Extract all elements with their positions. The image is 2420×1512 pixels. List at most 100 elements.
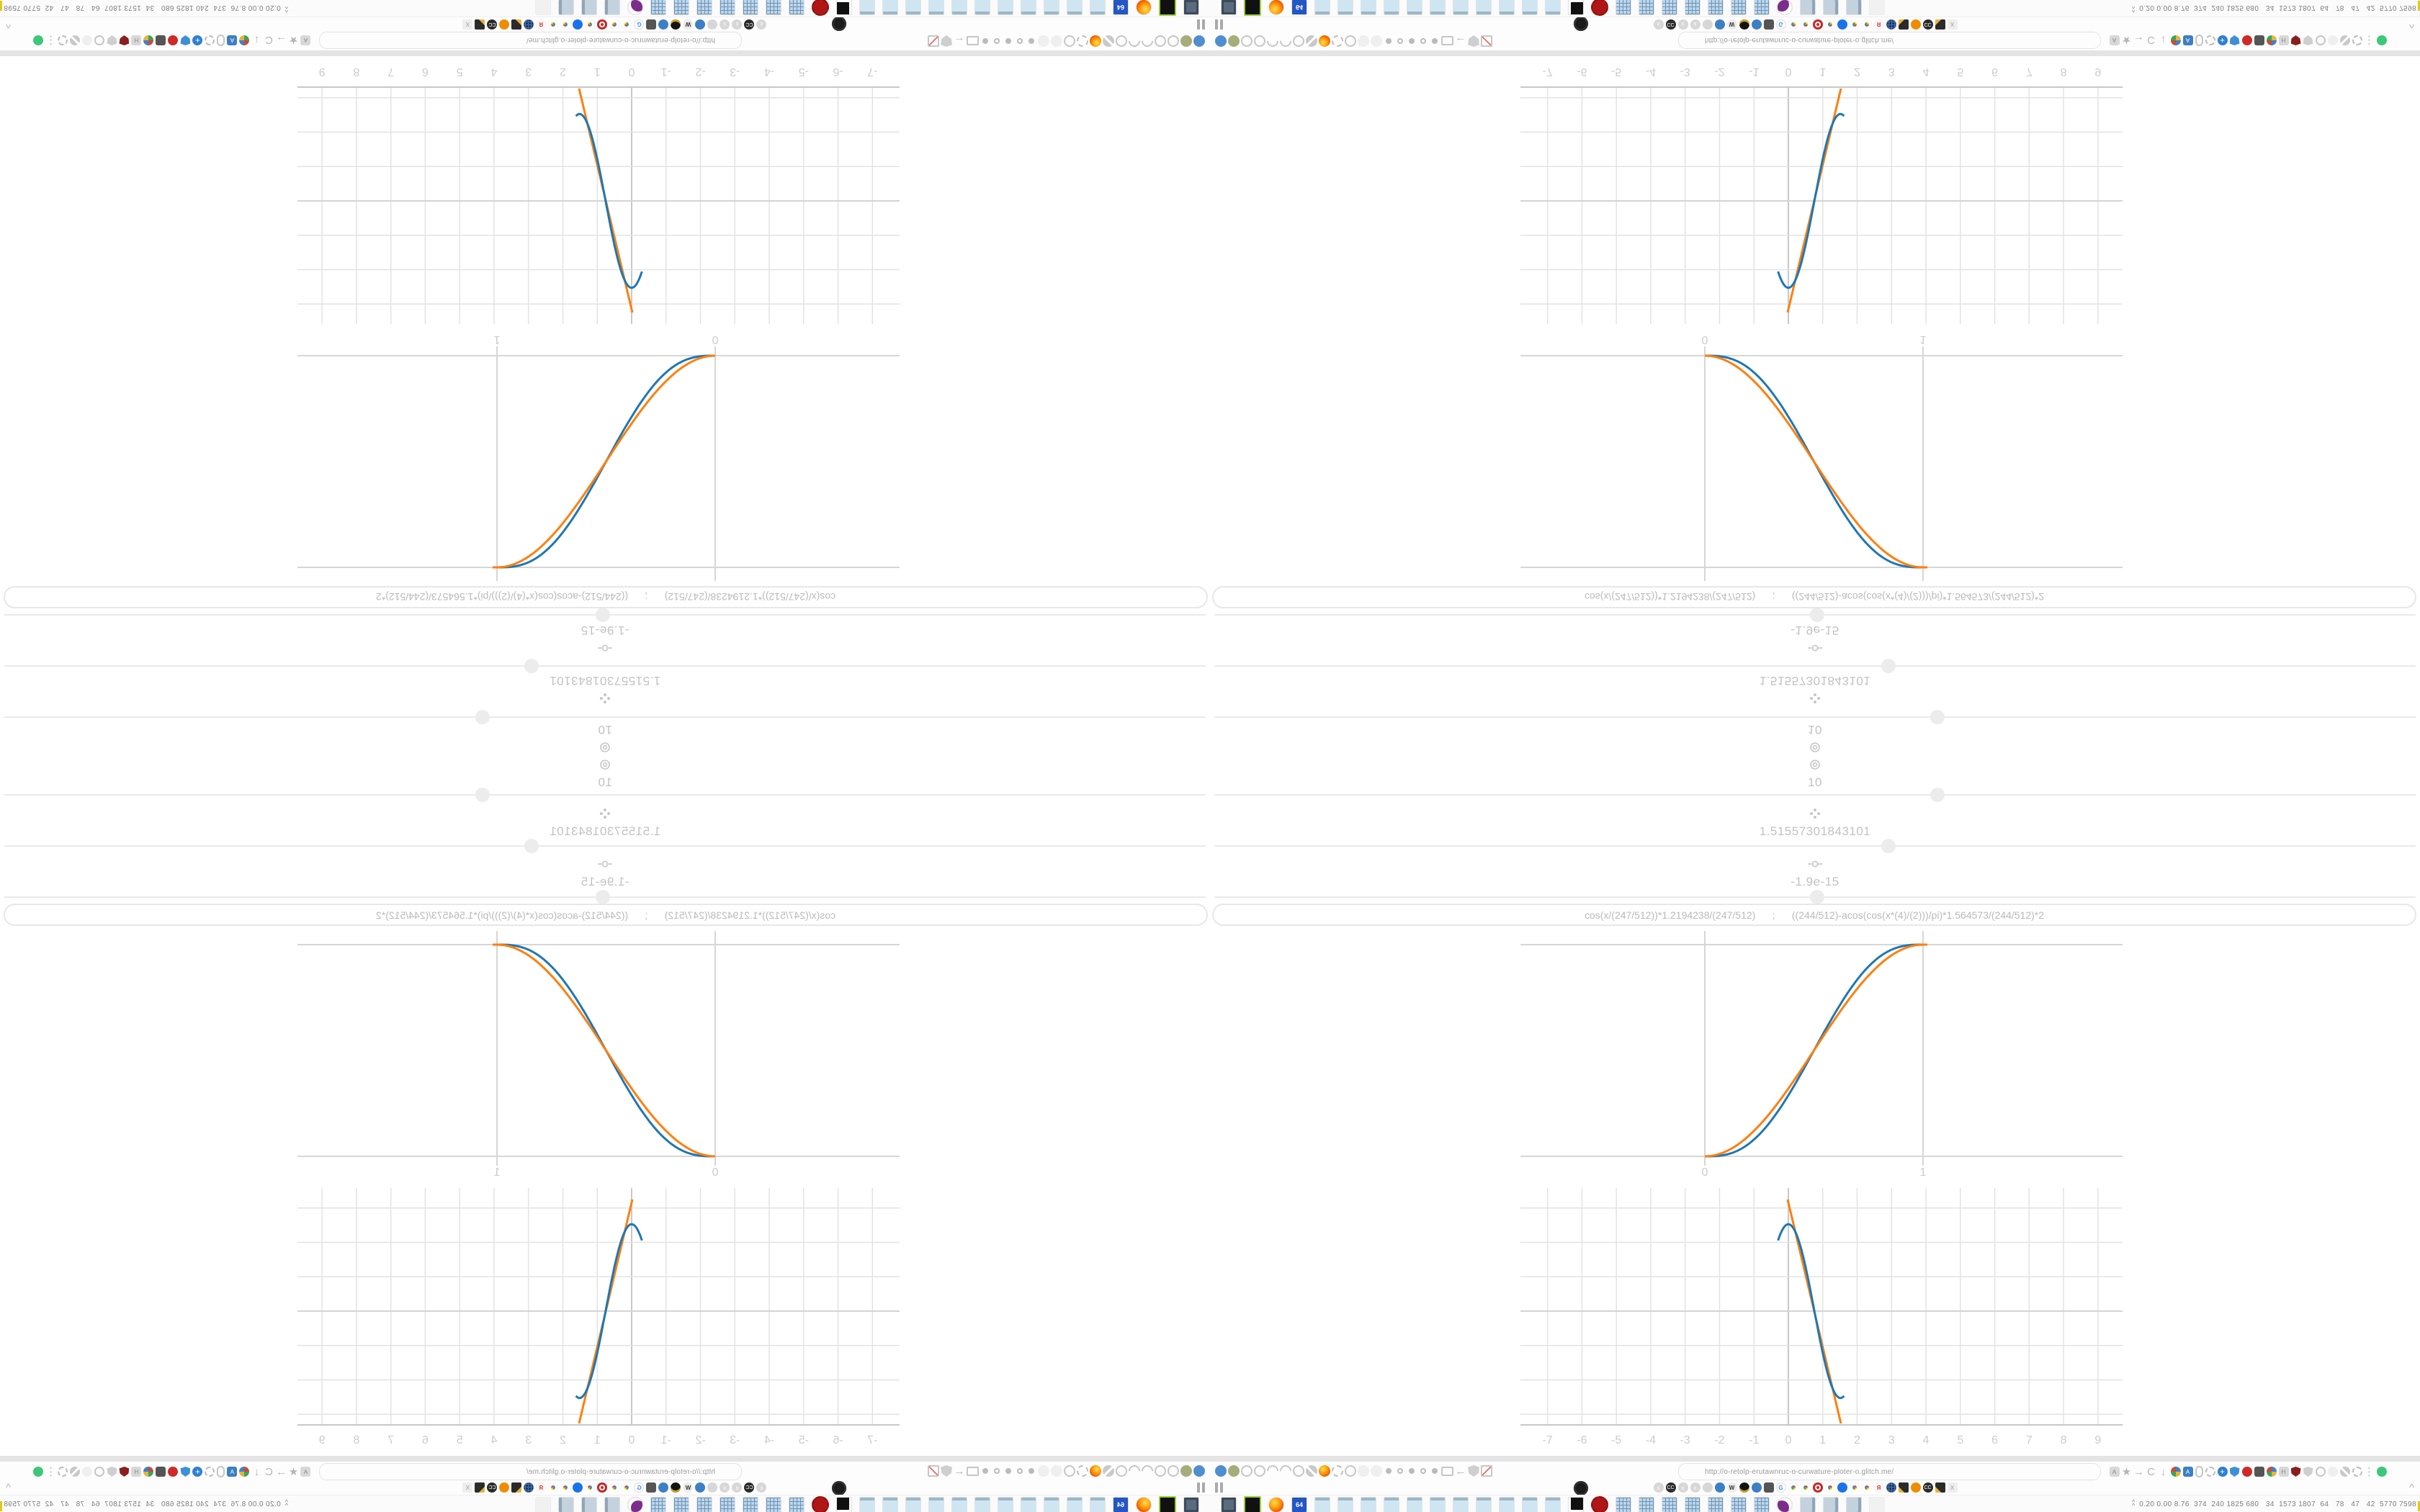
drag-handle[interactable] — [1881, 839, 1896, 853]
calculator-icon[interactable] — [1639, 0, 1654, 15]
globe-blue-icon[interactable] — [695, 19, 706, 30]
notepad-icon[interactable] — [998, 0, 1013, 15]
shield-icon[interactable] — [941, 35, 952, 47]
radio-dot-icon[interactable] — [1409, 38, 1415, 44]
reload-icon[interactable]: C — [2147, 1465, 2155, 1478]
floppy64-icon[interactable]: 64 — [1291, 1497, 1307, 1512]
red-gear-icon[interactable] — [1591, 0, 1608, 16]
radio-circle-icon[interactable] — [1397, 1468, 1403, 1474]
cc-icon[interactable]: CC — [744, 19, 755, 30]
notepad-icon[interactable] — [974, 0, 990, 15]
faint-circle-icon[interactable] — [1051, 35, 1062, 47]
globe-blue-icon[interactable] — [1751, 19, 1762, 30]
muted-speaker-icon[interactable]: x — [720, 19, 730, 30]
gtranslate-icon[interactable]: G — [634, 19, 645, 30]
terminal-icon[interactable] — [1244, 0, 1261, 16]
yandex-icon[interactable]: Я — [536, 1482, 547, 1493]
black-gold-icon[interactable] — [671, 1482, 681, 1493]
calculator-icon[interactable] — [1615, 0, 1631, 15]
notepad-icon[interactable] — [882, 0, 898, 15]
calculator-icon[interactable] — [1685, 1497, 1700, 1512]
notepad-icon[interactable] — [1361, 1497, 1376, 1512]
scroll-icon[interactable] — [1846, 1497, 1862, 1512]
notepad-icon[interactable] — [1044, 1497, 1059, 1512]
muted-speaker-icon[interactable]: x — [756, 1482, 767, 1493]
owl-icon[interactable] — [1777, 0, 1793, 15]
vinyl-icon[interactable] — [832, 17, 847, 31]
calculator-icon[interactable] — [696, 0, 712, 15]
notepad-icon[interactable] — [974, 1497, 990, 1512]
mouse-icon[interactable] — [217, 35, 225, 46]
scroll-icon[interactable] — [1800, 0, 1816, 15]
globe-icon[interactable] — [1345, 1465, 1356, 1477]
puzzle-icon[interactable] — [2327, 1467, 2338, 1477]
calculator-icon[interactable] — [673, 1497, 689, 1512]
pause-icon[interactable] — [1213, 1482, 1224, 1493]
gear-icon[interactable] — [1332, 1465, 1343, 1477]
firefox-icon[interactable] — [1090, 35, 1101, 47]
cc-icon[interactable]: CC — [1665, 19, 1676, 30]
calculator-icon[interactable] — [1639, 1497, 1654, 1512]
notepad-icon[interactable] — [1021, 1497, 1036, 1512]
shield-blue-icon[interactable] — [2229, 1467, 2240, 1477]
muted-speaker-icon[interactable]: x — [732, 1482, 743, 1493]
globe-blue-icon[interactable] — [658, 19, 669, 30]
orange-burst-icon[interactable] — [499, 1482, 510, 1493]
compass-icon[interactable] — [2266, 35, 2277, 45]
cc-icon[interactable]: CC — [1922, 19, 1933, 30]
terminal-icon[interactable] — [1159, 0, 1176, 16]
notepad-icon[interactable] — [1384, 1497, 1399, 1512]
scroll-icon[interactable] — [558, 0, 574, 15]
node-row[interactable]: 1.51557301843101 — [1210, 808, 2420, 839]
hourglass-icon[interactable]: X — [1947, 19, 1958, 30]
star-icon[interactable]: ★ — [2121, 34, 2132, 46]
hourglass-icon[interactable]: X — [1947, 1482, 1958, 1493]
overflow-menu-icon[interactable]: ⋮ — [2364, 1466, 2375, 1478]
add-blue-icon[interactable]: + — [192, 1467, 203, 1477]
globe-blue-icon[interactable] — [658, 1482, 669, 1493]
formula-input[interactable]: cos(x/(247/512))*1.2194238/(247/512) ; (… — [1212, 904, 2416, 926]
olive-circle-icon[interactable] — [1180, 1465, 1192, 1477]
faint-circle-icon[interactable] — [1371, 1465, 1382, 1477]
drag-handle[interactable] — [1930, 788, 1945, 802]
calculator-icon[interactable] — [1615, 1497, 1631, 1512]
radio-circle-icon[interactable] — [1397, 38, 1403, 44]
notepad-icon[interactable] — [1522, 0, 1538, 15]
firefox-icon[interactable] — [1136, 0, 1152, 15]
hourglass-icon[interactable]: X — [462, 19, 473, 30]
notepad-icon[interactable] — [1545, 0, 1561, 15]
muted-speaker-icon[interactable]: x — [756, 19, 767, 30]
drag-handle[interactable] — [1810, 608, 1824, 622]
radio-dot-icon[interactable] — [1028, 1468, 1034, 1474]
monitor-chevron-icon[interactable]: ^ ^ — [284, 3, 288, 14]
blocked-page-icon[interactable] — [928, 35, 939, 47]
scroll-icon[interactable] — [604, 0, 620, 15]
wikipedia-icon[interactable]: W — [1726, 1482, 1737, 1493]
recorder-red-icon[interactable] — [168, 35, 179, 45]
notepad-icon[interactable] — [951, 1497, 967, 1512]
display-settings-icon[interactable] — [1221, 0, 1237, 15]
scroll-icon[interactable] — [1800, 1497, 1816, 1512]
scroll-icon[interactable] — [1846, 0, 1862, 15]
google-icon[interactable] — [1788, 1482, 1798, 1493]
calculator-icon[interactable] — [1731, 1497, 1747, 1512]
recorder-red-icon[interactable] — [2241, 1467, 2252, 1477]
overflow-menu-icon[interactable]: ⋮ — [45, 34, 56, 46]
scroll-icon[interactable] — [1823, 0, 1839, 15]
compass-icon[interactable] — [2266, 1467, 2277, 1477]
grid-ball-icon[interactable] — [1886, 19, 1896, 30]
shield-icon[interactable] — [107, 35, 117, 45]
green-dot-icon[interactable] — [33, 1467, 44, 1477]
notepad-icon[interactable] — [1337, 1497, 1353, 1512]
folder-icon[interactable] — [1441, 1466, 1453, 1476]
speaker-circle-icon[interactable] — [707, 1482, 718, 1493]
puzzle-icon[interactable] — [82, 35, 93, 45]
notepad-icon[interactable] — [1499, 0, 1515, 15]
balloon-icon[interactable] — [1215, 35, 1227, 47]
google-icon[interactable] — [1800, 19, 1811, 30]
gear-icon[interactable] — [2352, 1467, 2362, 1477]
notepad-icon[interactable] — [1090, 0, 1106, 15]
notepad-icon[interactable] — [1314, 1497, 1330, 1512]
radio-circle-icon[interactable] — [1420, 38, 1426, 44]
node-row[interactable]: 10 — [1210, 722, 2420, 753]
